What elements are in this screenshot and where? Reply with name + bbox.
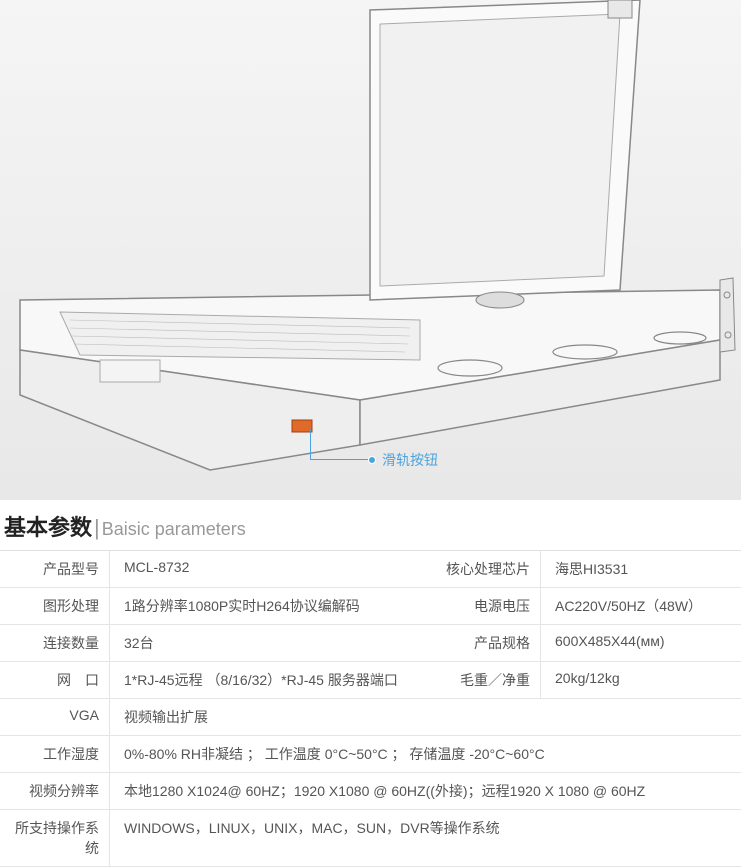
rail-button-callout-label: 滑轨按钮 <box>382 450 438 470</box>
spec-row: 所支持操作系统 WINDOWS，LINUX，UNIX，MAC，SUN，DVR等操… <box>0 810 741 867</box>
spec-value: 0%-80% RH非凝结 ； 工作温度 0°C~50°C ； 存储温度 -20°… <box>110 736 741 772</box>
heading-separator: | <box>94 515 100 541</box>
spec-row: 连接数量 32台 产品规格 600X485X44(мм) <box>0 625 741 662</box>
spec-value: MCL-8732 <box>110 551 441 587</box>
spec-row: 图形处理 1路分辨率1080P实时H264协议编解码 电源电压 AC220V/5… <box>0 588 741 625</box>
spec-label: 电源电压 <box>441 588 541 624</box>
section-heading: 基本参数 | Baisic parameters <box>0 500 741 551</box>
spec-row: 工作湿度 0%-80% RH非凝结 ； 工作温度 0°C~50°C ； 存储温度… <box>0 736 741 773</box>
spec-label: 产品规格 <box>441 625 541 661</box>
spec-value: 1路分辨率1080P实时H264协议编解码 <box>110 588 441 624</box>
spec-value: 本地1280 X1024@ 60HZ；1920 X1080 @ 60HZ((外接… <box>110 773 741 809</box>
spec-row: 网口 1*RJ-45远程 （8/16/32）*RJ-45 服务器端口 毛重／净重… <box>0 662 741 699</box>
kvm-console-sketch <box>0 0 741 500</box>
spec-label: 工作湿度 <box>0 736 110 772</box>
spec-label: 核心处理芯片 <box>441 551 541 587</box>
spec-value: 600X485X44(мм) <box>541 625 741 661</box>
spec-table: 产品型号 MCL-8732 核心处理芯片 海思HI3531 图形处理 1路分辨率… <box>0 551 741 867</box>
spec-label: VGA <box>0 699 110 735</box>
spec-label: 产品型号 <box>0 551 110 587</box>
spec-label: 图形处理 <box>0 588 110 624</box>
spec-value: AC220V/50HZ（48W） <box>541 588 741 624</box>
spec-row: 视频分辨率 本地1280 X1024@ 60HZ；1920 X1080 @ 60… <box>0 773 741 810</box>
spec-label: 所支持操作系统 <box>0 810 110 866</box>
callout-line <box>310 430 370 460</box>
spec-row: VGA 视频输出扩展 <box>0 699 741 736</box>
callout-dot <box>368 456 376 464</box>
spec-value: WINDOWS，LINUX，UNIX，MAC，SUN，DVR等操作系统 <box>110 810 741 866</box>
heading-en: Baisic parameters <box>102 519 246 540</box>
heading-zh: 基本参数 <box>4 510 92 542</box>
spec-label: 毛重／净重 <box>441 662 541 698</box>
spec-value: 32台 <box>110 625 441 661</box>
spec-value: 20kg/12kg <box>541 662 741 698</box>
spec-value: 视频输出扩展 <box>110 699 741 735</box>
spec-row: 产品型号 MCL-8732 核心处理芯片 海思HI3531 <box>0 551 741 588</box>
spec-label: 视频分辨率 <box>0 773 110 809</box>
spec-label-net: 网口 <box>0 662 110 698</box>
product-image-area: 滑轨按钮 <box>0 0 741 500</box>
spec-value: 海思HI3531 <box>541 551 741 587</box>
spec-value: 1*RJ-45远程 （8/16/32）*RJ-45 服务器端口 <box>110 662 441 698</box>
spec-label: 连接数量 <box>0 625 110 661</box>
